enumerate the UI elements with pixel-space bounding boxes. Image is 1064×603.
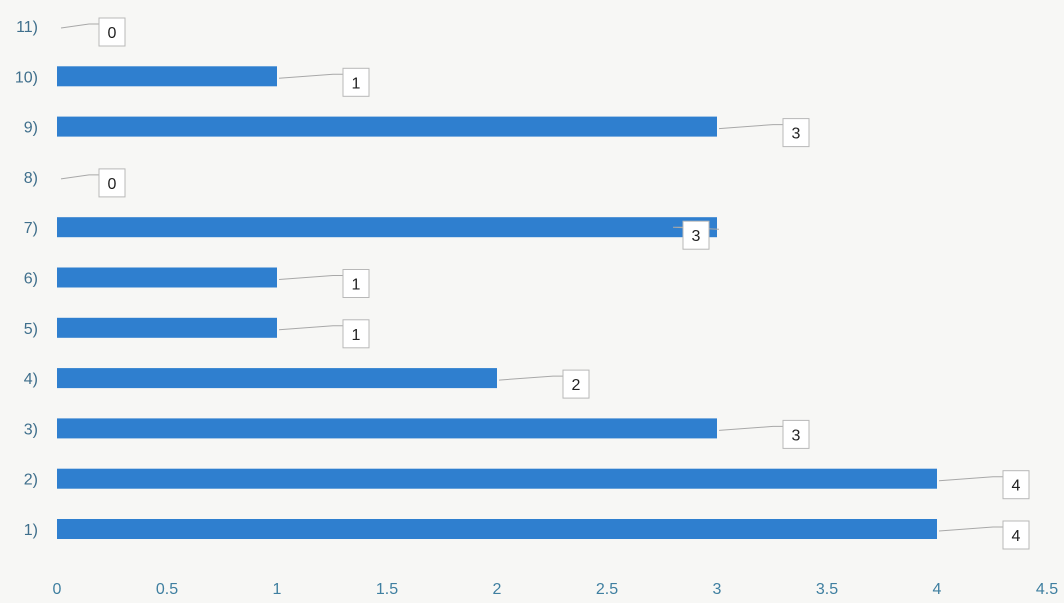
category-label: 7) [24,220,38,237]
x-tick-label: 1 [273,581,282,598]
category-labels-group: 1) 2) 3) 4) 5) 6) 7) 8) 9) 10) 11) [15,19,38,539]
x-tick-label: 0.5 [156,581,178,598]
data-label-box [342,269,370,298]
data-label-box [782,118,810,148]
bar [57,468,937,489]
category-label: 3) [24,421,38,438]
data-label-box [98,17,126,47]
data-label-box [1002,520,1030,550]
data-label-box [682,220,710,250]
data-label: 3 [792,427,801,444]
category-label: 2) [24,472,38,489]
leader-line [718,124,783,130]
x-tick-labels-group: 0 0.5 1 1.5 2 2.5 3 3.5 4 4.5 [53,581,1059,598]
category-label: 4) [24,371,38,388]
leader-line [60,23,99,29]
data-label-box [342,319,370,349]
data-label: 2 [572,377,581,394]
category-label: 6) [24,271,38,288]
leader-line [278,275,343,280]
leader-line [498,375,563,381]
category-label: 10) [15,69,38,86]
bar [57,519,937,539]
bar [57,368,497,389]
x-tick-label: 2 [493,581,502,598]
bars-group [57,66,937,539]
x-tick-label: 4 [933,581,942,598]
data-label: 3 [792,126,801,143]
data-label-box [562,369,590,399]
bar [57,267,277,288]
leader-line [278,325,343,331]
leader-line [278,73,343,79]
leaders-group [60,23,1003,532]
data-label-box [1002,470,1030,500]
bar [57,116,717,137]
data-label-box [98,168,126,198]
category-label: 8) [24,170,38,187]
leader-line [938,476,1003,482]
x-tick-label: 3.5 [816,581,838,598]
data-labels-group: 4 4 3 2 1 1 3 0 3 1 0 [98,17,1030,550]
data-label: 1 [352,327,361,344]
bar [57,317,277,338]
x-tick-label: 2.5 [596,581,618,598]
data-label-box [782,419,810,449]
data-label: 0 [108,25,117,42]
x-tick-label: 0 [53,581,62,598]
x-tick-label: 1.5 [376,581,398,598]
data-label: 4 [1012,528,1021,545]
data-label: 3 [692,228,701,245]
bar [57,217,717,238]
data-label: 1 [352,75,361,92]
leader-line [938,526,1003,532]
bar [57,66,277,87]
category-label: 11) [16,19,38,36]
data-label-box [342,67,370,97]
data-label: 1 [352,277,361,294]
bar [57,418,717,439]
category-label: 1) [24,522,38,539]
data-label: 4 [1012,478,1021,495]
data-label: 0 [108,176,117,193]
x-tick-label: 4.5 [1036,581,1058,598]
leader-line [718,425,783,431]
leader-line [60,174,99,180]
x-tick-label: 3 [713,581,722,598]
category-label: 5) [24,321,38,338]
category-label: 9) [24,120,38,137]
